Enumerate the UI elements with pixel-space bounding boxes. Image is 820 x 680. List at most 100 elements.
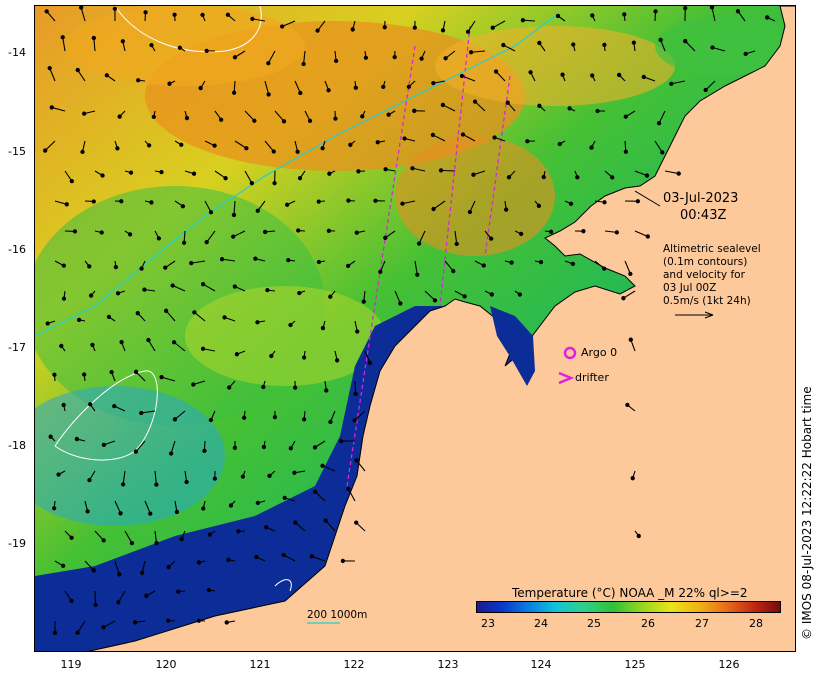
velocity-arrow xyxy=(44,140,56,151)
velocity-arrow-head xyxy=(279,24,285,29)
velocity-arrow-head xyxy=(489,292,494,297)
velocity-arrow-head xyxy=(402,136,407,141)
velocity-arrow xyxy=(634,230,649,237)
velocity-arrow-head xyxy=(104,73,109,78)
velocity-arrow-head xyxy=(492,135,497,140)
velocity-arrow xyxy=(418,230,426,244)
velocity-arrow-head xyxy=(271,149,276,154)
velocity-arrow-head xyxy=(159,169,164,175)
altimetry-line: Altimetric sealevel xyxy=(663,243,761,255)
velocity-arrow-head xyxy=(623,149,628,154)
velocity-arrow-head xyxy=(219,257,225,262)
velocity-arrow-head xyxy=(61,296,67,301)
velocity-arrow xyxy=(492,20,506,29)
velocity-arrow-head xyxy=(163,265,168,270)
velocity-arrow-head xyxy=(568,201,574,206)
velocity-arrow-head xyxy=(581,229,586,234)
velocity-arrow-head xyxy=(628,271,633,277)
velocity-arrow-head xyxy=(43,148,48,153)
velocity-arrow-head xyxy=(656,121,662,126)
velocity-arrow-head xyxy=(622,12,627,17)
argo-label: Argo 0 xyxy=(581,346,618,359)
velocity-arrow-head xyxy=(635,199,641,204)
velocity-arrow-head xyxy=(460,132,466,137)
velocity-arrow-head xyxy=(623,114,628,119)
velocity-arrow xyxy=(624,260,631,275)
velocity-arrow-head xyxy=(468,50,474,55)
velocity-arrow-head xyxy=(255,208,260,213)
velocity-arrow-head xyxy=(709,6,715,10)
velocity-arrow-head xyxy=(166,618,171,623)
velocity-arrow xyxy=(705,80,716,91)
velocity-arrow-head xyxy=(316,259,322,265)
velocity-arrow xyxy=(294,80,301,94)
scale-label: 200 1000m xyxy=(307,609,368,621)
velocity-arrow-head xyxy=(557,141,562,147)
lat-tick-label: -16 xyxy=(8,243,26,256)
velocity-arrow-head xyxy=(560,72,565,77)
velocity-arrow-head xyxy=(200,12,205,18)
velocity-arrow xyxy=(80,7,86,22)
velocity-arrow-head xyxy=(645,234,650,239)
velocity-arrow-head xyxy=(228,503,234,508)
velocity-arrow-head xyxy=(78,6,84,10)
velocity-arrow-head xyxy=(570,261,576,267)
velocity-arrow xyxy=(114,500,122,514)
velocity-arrow-head xyxy=(146,337,151,343)
velocity-arrow xyxy=(347,488,356,502)
velocity-arrow xyxy=(424,290,436,301)
velocity-arrow-head xyxy=(431,80,436,86)
velocity-arrow xyxy=(77,620,86,634)
velocity-arrow xyxy=(93,37,96,52)
velocity-arrow xyxy=(432,134,446,142)
velocity-arrow-head xyxy=(354,230,359,235)
velocity-arrow xyxy=(51,106,66,112)
velocity-arrow-head xyxy=(253,256,258,261)
velocity-arrow xyxy=(233,200,236,215)
velocity-arrow-head xyxy=(340,558,346,564)
colorbar-tick: 25 xyxy=(587,617,601,630)
velocity-arrow-head xyxy=(361,299,366,304)
velocity-arrow-head xyxy=(156,236,162,241)
velocity-arrow-head xyxy=(254,554,259,560)
velocity-arrow-head xyxy=(517,292,522,297)
altimetry-line: 03 Jul 00Z xyxy=(663,282,717,294)
velocity-arrow xyxy=(194,311,206,322)
velocity-arrow-head xyxy=(641,74,646,80)
velocity-arrow-head xyxy=(45,321,50,326)
velocity-arrow-head xyxy=(252,118,257,123)
velocity-arrow-head xyxy=(602,266,607,271)
velocity-arrow-head xyxy=(710,45,715,50)
velocity-arrow-head xyxy=(47,65,52,71)
velocity-arrow-head xyxy=(226,557,231,562)
velocity-arrow-head xyxy=(204,48,209,54)
velocity-arrow-head xyxy=(267,473,272,479)
velocity-arrow-head xyxy=(602,200,607,205)
velocity-arrow xyxy=(474,101,486,112)
velocity-arrow-head xyxy=(212,143,217,148)
velocity-arrow-head xyxy=(200,282,206,287)
velocity-arrow-head xyxy=(490,25,495,30)
velocity-arrow-head xyxy=(312,445,318,450)
velocity-arrow-head xyxy=(149,42,154,48)
velocity-arrow-head xyxy=(326,88,331,93)
velocity-arrow-head xyxy=(207,532,213,537)
velocity-arrow-head xyxy=(320,463,325,468)
velocity-arrow-head xyxy=(735,9,741,14)
velocity-arrow-head xyxy=(212,476,218,481)
velocity-arrow-head xyxy=(541,174,546,180)
velocity-arrow xyxy=(77,69,86,82)
velocity-arrow-head xyxy=(196,560,202,565)
velocity-arrow-head xyxy=(538,260,544,265)
satellite-track xyxy=(484,75,511,257)
velocity-arrow xyxy=(135,440,146,452)
velocity-arrow-head xyxy=(204,240,209,245)
velocity-arrow-head xyxy=(471,172,476,177)
velocity-arrow-head xyxy=(69,598,74,603)
velocity-arrow xyxy=(671,80,686,85)
velocity-arrow xyxy=(471,50,486,53)
velocity-arrow-head xyxy=(120,482,126,487)
velocity-arrow-head xyxy=(353,391,358,396)
velocity-arrow-head xyxy=(509,260,514,265)
colorbar xyxy=(476,601,781,613)
